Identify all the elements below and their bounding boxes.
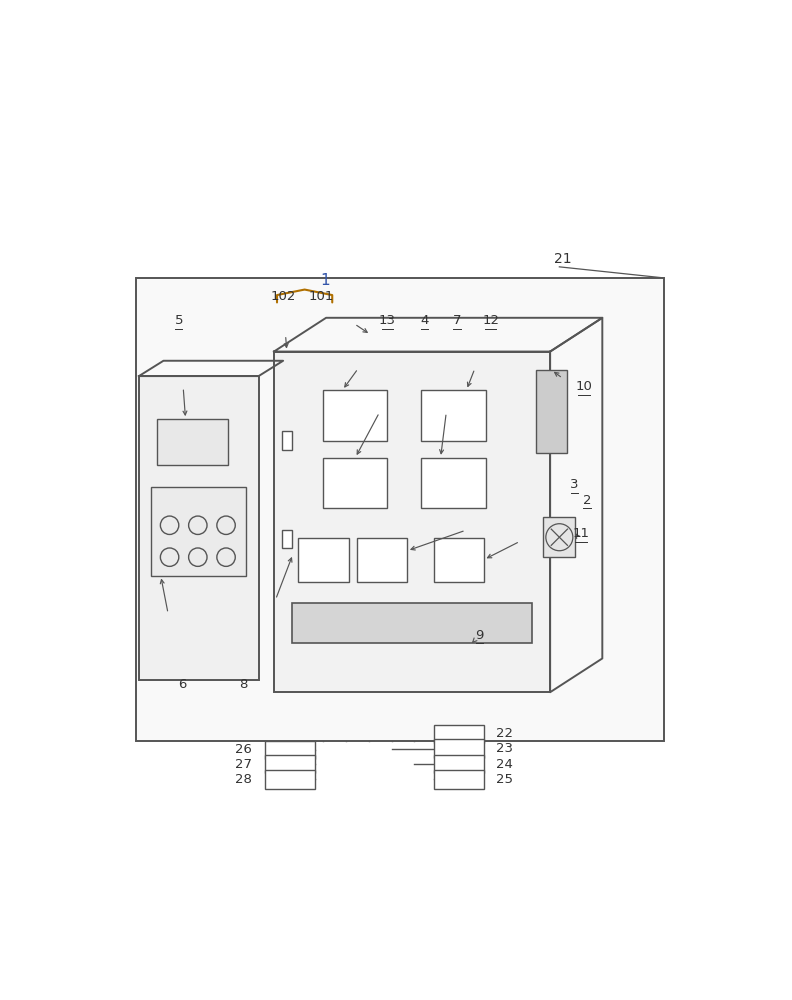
Text: 5: 5	[174, 314, 183, 327]
Bar	[292, 603, 531, 643]
Bar	[433, 770, 484, 789]
Bar	[136, 278, 664, 741]
Text: 25: 25	[496, 773, 512, 786]
Bar	[356, 538, 407, 582]
Bar	[282, 431, 291, 450]
Bar	[265, 770, 315, 789]
Bar	[543, 517, 575, 557]
Text: 22: 22	[496, 727, 512, 740]
Polygon shape	[139, 361, 284, 376]
Text: 27: 27	[234, 758, 252, 771]
Text: 1: 1	[320, 273, 329, 288]
Text: 2: 2	[583, 494, 591, 507]
Text: 4: 4	[420, 314, 428, 327]
Bar	[323, 390, 387, 441]
Polygon shape	[274, 318, 603, 352]
Text: 26: 26	[234, 743, 252, 756]
Text: 11: 11	[573, 527, 589, 540]
Bar	[433, 739, 484, 758]
Text: 23: 23	[496, 742, 512, 755]
Text: 9: 9	[475, 629, 484, 642]
Text: 10: 10	[576, 380, 592, 393]
Bar	[299, 538, 348, 582]
Text: 21: 21	[554, 252, 571, 266]
Text: 24: 24	[496, 758, 512, 771]
Text: 101: 101	[309, 290, 334, 303]
Bar	[151, 487, 246, 576]
Bar	[421, 390, 485, 441]
Bar	[433, 755, 484, 773]
Bar	[433, 725, 484, 743]
Bar	[433, 538, 484, 582]
Bar	[139, 376, 259, 680]
Text: 28: 28	[234, 773, 252, 786]
Text: 3: 3	[570, 478, 579, 491]
Bar	[158, 419, 228, 465]
Bar	[282, 530, 291, 548]
Bar	[265, 755, 315, 773]
Text: 7: 7	[452, 314, 461, 327]
Text: 102: 102	[270, 290, 296, 303]
Bar	[274, 352, 550, 692]
Text: 12: 12	[482, 314, 499, 327]
Text: 13: 13	[379, 314, 396, 327]
Text: 6: 6	[177, 678, 186, 691]
Bar	[323, 458, 387, 508]
Polygon shape	[550, 318, 603, 692]
Bar	[421, 458, 485, 508]
Text: 8: 8	[239, 678, 247, 691]
Bar	[265, 741, 315, 759]
Bar	[536, 370, 567, 453]
